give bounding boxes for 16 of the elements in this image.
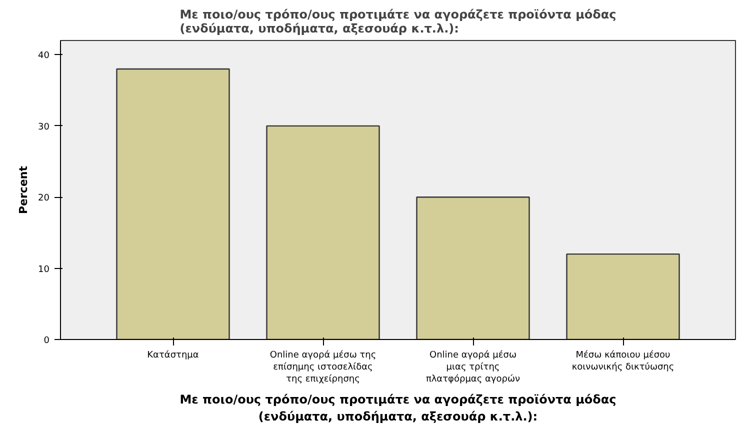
y-tick-label: 40: [38, 51, 50, 62]
bar: [416, 196, 530, 340]
bar: [566, 253, 680, 340]
y-tick-label: 10: [38, 264, 50, 275]
y-axis-title: Percent: [17, 166, 30, 214]
y-tick-label: 0: [44, 336, 50, 346]
bar: [266, 125, 380, 340]
x-tick-label: Μέσω κάποιου μέσου κοινωνικής δικτύωσης: [572, 350, 674, 372]
x-tick-label: Online αγορά μέσω μιας τρίτης πλατφόρμας αγορών: [426, 350, 520, 384]
y-tick-label: 20: [38, 194, 50, 204]
bar: [116, 68, 230, 340]
x-tick-label: Online αγορά μέσω της επίσημης ιστοσελίδας της επιχείρησης: [270, 350, 376, 384]
x-tick-label: Κατάστημα: [147, 350, 199, 360]
x-axis-title: Με ποιο/ους τρόπο/ους προτιμάτε να αγοράζετε προϊόντα μόδας (ενδύματα, υποδήματα, αξεσουάρ κ.τ.λ.):: [180, 392, 616, 424]
y-tick-label: 30: [38, 122, 50, 132]
chart-title: Με ποιο/ους τρόπο/ους προτιμάτε να αγοράζετε προϊόντα μόδας (ενδύματα, υποδήματα, αξεσουάρ κ.τ.λ.):: [180, 8, 616, 36]
